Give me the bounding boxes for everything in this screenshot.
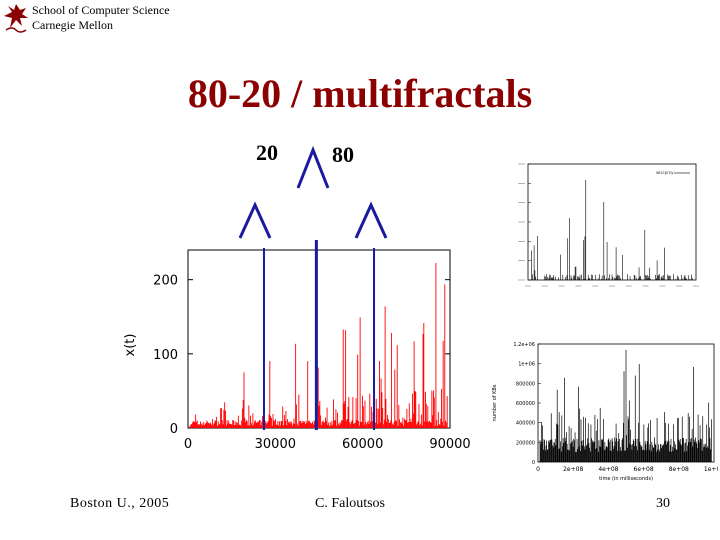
br-y-tick-label: 400000 xyxy=(516,421,535,427)
left-caret-icon xyxy=(238,201,272,239)
y-axis-label: x(t) xyxy=(123,334,138,357)
tr-plot-frame xyxy=(527,163,697,281)
br-y-tick-label: 800000 xyxy=(516,381,535,387)
br-y-tick-label: 1e+06 xyxy=(518,362,535,368)
footer-author: C. Faloutsos xyxy=(314,496,385,511)
br-y-axis-label: number of KBs xyxy=(492,384,498,421)
label-20: 20 xyxy=(256,140,278,165)
br-x-axis-label: time (in milliseconds) xyxy=(599,476,653,482)
slide-header: School of Computer Science Carnegie Mell… xyxy=(0,0,200,36)
y-tick-label: 200 xyxy=(153,274,178,289)
br-x-tick-label: 4e+08 xyxy=(598,466,618,473)
x-tick-label: 30000 xyxy=(255,437,296,452)
label-80: 80 xyxy=(332,142,354,167)
main-chart: 200 100 00 30000 60000 90000 x(t) xyxy=(123,240,471,452)
br-x-tick-label: 8e+08 xyxy=(669,466,689,473)
br-y-tick-label: 1.2e+06 xyxy=(513,342,535,348)
center-caret-icon xyxy=(296,145,330,189)
y-tick-label: 100 xyxy=(153,348,178,363)
x-tick-label: 60000 xyxy=(342,437,383,452)
br-y-tick-label: 200000 xyxy=(516,440,535,446)
br-y-tick-label: 0 xyxy=(532,460,535,466)
top-right-chart: wiscprxy xyxy=(518,163,699,287)
br-x-tick-label: 2e+08 xyxy=(563,466,583,473)
slide-title: 80-20 / multifractals xyxy=(187,71,533,116)
x-tick-label: 90000 xyxy=(429,437,470,452)
br-x-tick-label: 0 xyxy=(536,466,540,473)
university-name: Carnegie Mellon xyxy=(32,18,113,32)
page-number: 30 xyxy=(656,496,670,511)
school-name: School of Computer Science xyxy=(32,3,170,17)
br-x-tick-label: 1e+07 xyxy=(704,466,718,473)
br-x-tick-label: 6e+08 xyxy=(634,466,654,473)
cmu-griffin-logo-icon xyxy=(4,4,28,33)
x-tick-label: 0 xyxy=(184,437,192,452)
tr-legend-label: wiscprxy xyxy=(656,170,674,175)
br-y-tick-label: 600000 xyxy=(516,401,535,407)
right-caret-icon xyxy=(354,201,388,239)
main-plot-frame xyxy=(187,249,451,429)
bottom-right-chart: 1.2e+06 1e+06 800000 600000 400000 200000 00 2e… xyxy=(492,342,718,482)
y-tick-label: 0 xyxy=(170,422,178,437)
footer-venue: Boston U., 2005 xyxy=(70,496,170,511)
